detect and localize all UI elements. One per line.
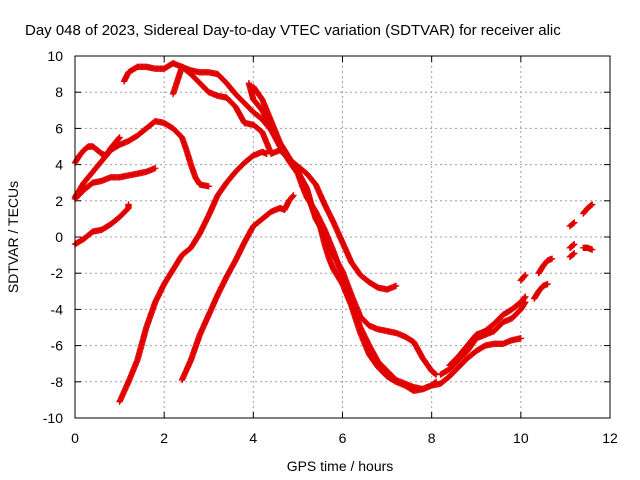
data-point	[570, 241, 577, 249]
y-tick-label: 0	[55, 229, 63, 245]
data-point	[588, 246, 596, 253]
data-point	[544, 280, 551, 288]
y-tick-label: -8	[51, 374, 64, 390]
data-point	[570, 250, 577, 258]
data-point	[289, 193, 296, 200]
data-point	[115, 135, 123, 142]
data-point	[392, 282, 400, 290]
data-point	[152, 165, 159, 172]
data-point	[116, 134, 123, 141]
data-points	[71, 60, 596, 405]
series-arc-2	[178, 192, 297, 384]
data-point	[571, 241, 578, 248]
y-axis-label: SDTVAR / TECUs	[5, 181, 21, 293]
series-arc-17	[566, 241, 578, 252]
data-point	[570, 220, 577, 227]
series-arc-19	[580, 201, 596, 217]
series-arc-15	[535, 255, 556, 277]
y-tick-label: -6	[51, 338, 64, 354]
data-point	[517, 335, 525, 342]
x-tick-label: 12	[602, 430, 618, 446]
series-arc-12	[446, 293, 529, 369]
data-point	[522, 271, 529, 279]
series-arc-16	[566, 219, 578, 230]
y-tick-label: -4	[51, 301, 64, 317]
data-point	[432, 379, 439, 386]
series-arc-7	[120, 60, 400, 293]
series-arc-9	[245, 79, 525, 393]
x-tick-label: 8	[428, 430, 436, 446]
x-tick-label: 10	[513, 430, 529, 446]
data-point	[571, 250, 578, 257]
data-point	[571, 219, 578, 226]
chart-title: Day 048 of 2023, Sidereal Day-to-day VTE…	[25, 22, 561, 39]
data-point	[125, 201, 132, 208]
series-arc-14	[531, 280, 551, 302]
data-point	[205, 183, 212, 190]
data-point	[521, 272, 528, 280]
data-point	[290, 192, 297, 199]
data-point	[522, 293, 529, 300]
data-point	[588, 201, 595, 209]
x-tick-label: 2	[160, 430, 168, 446]
plot-frame	[74, 55, 611, 419]
grid-lines	[75, 56, 610, 418]
data-point	[548, 255, 556, 262]
data-point	[432, 378, 440, 385]
series-arc-18	[566, 250, 578, 261]
x-tick-label: 4	[249, 430, 257, 446]
x-tick-label: 0	[71, 430, 79, 446]
y-tick-label: 6	[55, 120, 63, 136]
y-tick-label: 4	[55, 157, 63, 173]
series-arc-10	[250, 83, 440, 395]
series-arc-8	[169, 63, 440, 378]
y-tick-label: 10	[47, 48, 63, 64]
series-arc-13	[517, 271, 529, 284]
series-arc-1	[116, 148, 270, 405]
series-arc-6	[71, 117, 212, 201]
data-point	[432, 370, 439, 378]
y-tick-label: 2	[55, 193, 63, 209]
axis-ticks: 0 2 4 6 8 10 12 10 8 6 4 2 0 -2 -4 -6 -8 -10	[43, 48, 618, 446]
data-point	[588, 201, 596, 208]
x-axis-label: GPS time / hours	[287, 458, 394, 474]
series-arc-3	[71, 201, 132, 248]
y-tick-label: 8	[55, 84, 63, 100]
series-arc-20	[580, 244, 596, 253]
x-tick-label: 6	[339, 430, 347, 446]
y-tick-label: -10	[43, 410, 63, 426]
y-tick-label: -2	[51, 265, 64, 281]
data-point	[521, 294, 528, 301]
